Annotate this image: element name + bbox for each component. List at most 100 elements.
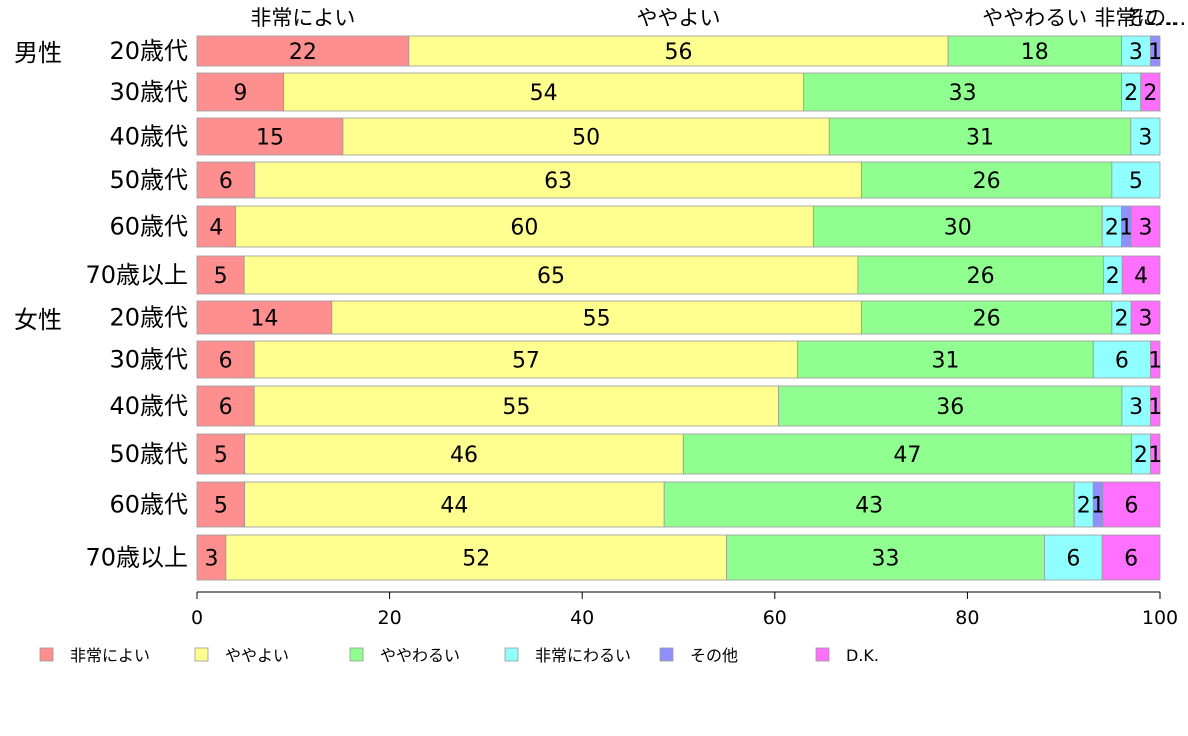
data-label: 36 (936, 395, 964, 420)
bar-segment (331, 300, 862, 335)
data-label: 31 (931, 349, 959, 374)
top-series-label: ややよい (637, 6, 721, 30)
bar-segment (947, 35, 1122, 67)
legend-label: その他 (690, 646, 738, 665)
bar-segment (778, 385, 1123, 427)
data-label: 2 (1134, 443, 1148, 468)
data-label: 31 (966, 126, 994, 151)
data-label: 2 (1105, 216, 1119, 241)
category-label: 70歳以上 (85, 544, 188, 572)
data-label: 4 (209, 216, 223, 241)
data-label: 9 (233, 81, 247, 106)
bar-segment (408, 35, 949, 67)
data-label: 3 (1139, 216, 1153, 241)
data-label: 1 (1148, 40, 1162, 65)
x-tick-label: 40 (570, 607, 594, 629)
data-label: 6 (1124, 494, 1138, 519)
data-label: 3 (1129, 395, 1143, 420)
bar-segment (1150, 433, 1161, 475)
bar-segment (196, 117, 344, 156)
group-labels: 男性 女性 (14, 39, 62, 334)
data-label: 4 (1134, 264, 1148, 289)
group-label-female: 女性 (14, 306, 62, 334)
data-label: 55 (583, 307, 611, 332)
data-label: 5 (1129, 169, 1143, 194)
bar-segment (1130, 205, 1161, 248)
bar-segment (254, 161, 862, 199)
x-tick-label: 20 (378, 607, 402, 629)
data-label: 47 (893, 443, 921, 468)
data-label: 1 (1148, 395, 1162, 420)
data-label: 2 (1077, 494, 1091, 519)
data-label: 6 (1066, 547, 1080, 572)
data-label: 50 (572, 126, 600, 151)
category-label: 70歳以上 (85, 261, 188, 289)
data-label: 26 (967, 264, 995, 289)
bar-segment (1149, 35, 1161, 67)
bars: 22 56 18 3 19 54 33 2 215 50 31 36 63 26 54 60 30 2 1 35 65 2… (196, 35, 1162, 581)
bar-segment (253, 385, 780, 427)
data-label: 5 (214, 494, 228, 519)
bar-segment (196, 433, 246, 475)
legend-swatch (504, 647, 519, 662)
data-label: 33 (949, 81, 977, 106)
data-label: 54 (530, 81, 558, 106)
data-label: 46 (450, 443, 478, 468)
top-series-label: ややわるい (982, 6, 1087, 30)
bar-segment (283, 72, 805, 112)
data-label: 55 (502, 395, 530, 420)
bar-segment (1140, 72, 1161, 112)
data-label: 22 (289, 40, 317, 65)
bar-segment (1121, 255, 1161, 295)
bar-segment (726, 534, 1045, 581)
bar-segment (196, 385, 255, 427)
category-label: 50歳代 (109, 440, 188, 468)
bar-segment (196, 161, 256, 199)
x-tick-label: 60 (763, 607, 787, 629)
bar-segment (196, 481, 246, 528)
data-label: 65 (537, 264, 565, 289)
bar-segment (196, 35, 410, 67)
data-label: 3 (1139, 307, 1153, 332)
data-label: 1 (1148, 349, 1162, 374)
data-label: 6 (1124, 547, 1138, 572)
data-label: 30 (944, 216, 972, 241)
legend-swatch (349, 647, 364, 662)
data-label: 56 (665, 40, 693, 65)
category-label: 40歳代 (109, 392, 188, 420)
group-label-male: 男性 (14, 39, 62, 67)
data-label: 2 (1124, 81, 1138, 106)
data-label: 63 (544, 169, 572, 194)
category-label: 60歳代 (109, 213, 188, 241)
category-labels: 20歳代 30歳代 40歳代 50歳代 60歳代 70歳以上 20歳代 30歳代 40歳代 50歳… (85, 37, 188, 572)
bar-segment (828, 117, 1132, 156)
data-label: 1 (1119, 216, 1133, 241)
category-label: 20歳代 (109, 37, 188, 65)
data-label: 43 (855, 494, 883, 519)
bar-segment (682, 433, 1132, 475)
data-label: 5 (214, 443, 228, 468)
bar-segment (663, 481, 1075, 528)
bar-segment (1044, 534, 1103, 581)
bar-segment (1130, 300, 1161, 335)
legend-label: 非常によい (70, 646, 150, 665)
legend: 非常によい ややよい ややわるい 非常にわるい その他 D.K. (39, 646, 879, 665)
data-label: 2 (1114, 307, 1128, 332)
category-label: 40歳代 (109, 123, 188, 151)
bar-segment (1150, 385, 1161, 427)
bar-segment (861, 161, 1113, 199)
data-label: 6 (1115, 349, 1129, 374)
category-label: 30歳代 (109, 78, 188, 106)
legend-label: D.K. (846, 646, 879, 665)
x-tick-label: 100 (1142, 607, 1178, 629)
bar-segment (812, 205, 1103, 248)
legend-swatch (815, 647, 830, 662)
bar-segment (1101, 534, 1161, 581)
bar-segment (861, 300, 1113, 335)
bar-segment (196, 534, 227, 581)
bar-segment (797, 340, 1094, 379)
data-label: 14 (250, 307, 278, 332)
x-axis: 0 20 40 60 80 100 (191, 591, 1178, 629)
top-series-label: 非常に... (1094, 6, 1177, 30)
